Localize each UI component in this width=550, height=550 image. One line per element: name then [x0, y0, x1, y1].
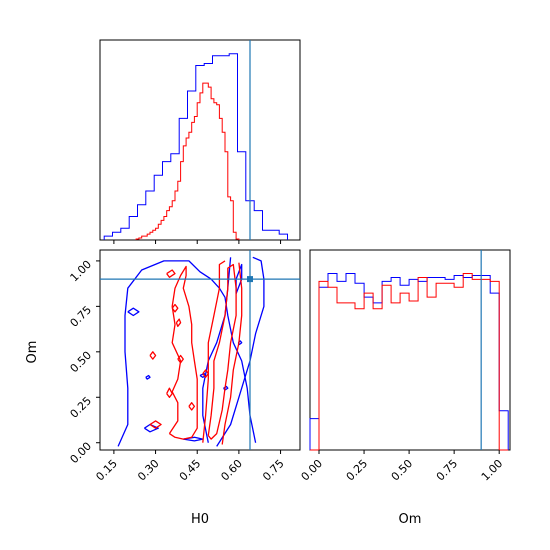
panel-hist-H0	[99, 39, 301, 244]
panel-frame-hist-Om	[309, 249, 511, 451]
x-tick-label: 0.30	[135, 457, 162, 484]
blue-contour-6	[127, 307, 140, 317]
red-contour-12	[175, 318, 182, 328]
red-contour-9	[177, 354, 184, 364]
red-contour-7	[166, 387, 173, 398]
blue-histogram-H0	[103, 53, 288, 240]
x-axis-label-H0: H0	[191, 512, 209, 527]
panel-contour-H0-Om: 0.15 0.30 0.45 0.60 0.75 0.00 0.25 0.50 0.75 1.00	[68, 249, 301, 484]
panel-frame-contour	[99, 249, 301, 451]
y-tick-label: 0.00	[68, 440, 95, 467]
x-tick-label: 0.45	[177, 457, 204, 484]
x-tick-label: 0.50	[389, 457, 416, 484]
red-contour-5	[171, 303, 179, 313]
red-histogram-H0	[135, 82, 240, 240]
blue-contour-1	[216, 256, 265, 447]
x-tick-label: 0.25	[344, 457, 371, 484]
panel-hist-Om: 0.00 0.25 0.50 0.75 1.00	[299, 249, 511, 484]
truth-marker	[247, 276, 253, 283]
red-contour-6	[149, 351, 157, 360]
hist-H0-ticks	[113, 240, 282, 244]
x-tick-label: 0.00	[299, 457, 326, 484]
hist-Om-ticks: 0.00 0.25 0.50 0.75 1.00	[299, 450, 506, 484]
red-histogram-Om	[310, 273, 509, 451]
x-tick-label: 0.75	[260, 457, 287, 484]
hist-Om-series	[309, 250, 509, 451]
red-contour-2	[202, 260, 226, 443]
hist-H0-series	[103, 40, 288, 240]
red-contour-0	[168, 265, 198, 440]
blue-contour-4	[144, 423, 159, 433]
red-contour-8	[149, 420, 162, 429]
red-contour-10	[188, 402, 196, 411]
blue-contour-0	[117, 260, 257, 447]
x-tick-label: 0.15	[93, 457, 120, 484]
red-contour-3	[221, 262, 243, 445]
blue-contour-7	[145, 374, 151, 380]
red-contour-4	[166, 269, 176, 278]
red-contour-11	[202, 369, 209, 378]
panel-frame-hist-H0	[99, 39, 301, 241]
y-tick-label: 0.25	[68, 394, 95, 421]
contour-lines	[100, 250, 300, 450]
x-tick-label: 0.75	[434, 457, 461, 484]
red-contour-1	[207, 263, 237, 440]
x-tick-label: 1.00	[479, 457, 506, 484]
y-axis-label-Om: Om	[25, 341, 40, 364]
x-tick-label: 0.60	[218, 457, 245, 484]
x-axis-label-Om: Om	[399, 512, 422, 527]
y-tick-label: 0.50	[68, 349, 95, 376]
y-tick-label: 0.75	[68, 303, 95, 330]
y-tick-label: 1.00	[68, 258, 95, 285]
